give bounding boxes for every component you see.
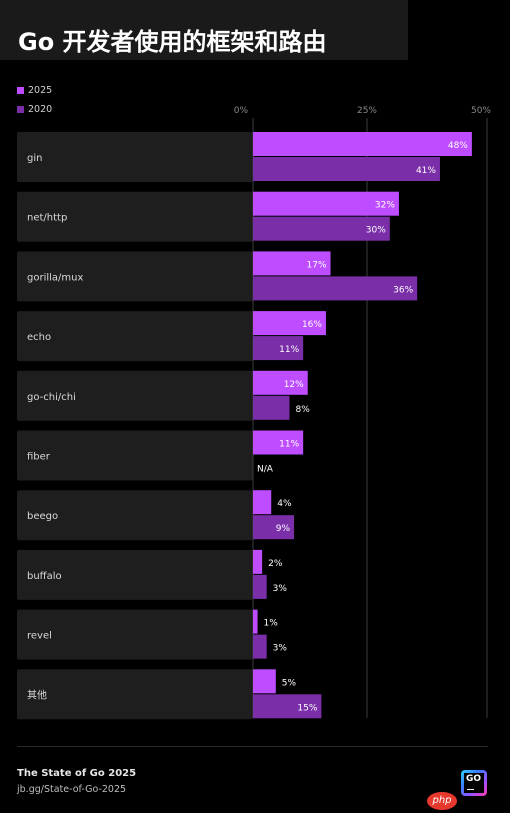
bar-2025: [253, 191, 399, 216]
bar-2025: [253, 311, 326, 336]
value-label-2020: N/A: [257, 465, 274, 475]
bar-2020: [253, 694, 322, 719]
category-label: beego: [27, 511, 58, 522]
category-row-bg: [17, 669, 253, 720]
php-watermark: php: [427, 792, 457, 810]
legend-item-2025: 2025: [17, 85, 52, 96]
bar-2020: [253, 157, 440, 181]
go-logo-inner: GO: [464, 773, 484, 793]
value-label-2020: 8%: [295, 405, 310, 415]
category-row-bg: [17, 191, 253, 242]
value-label-2025: 12%: [284, 380, 304, 390]
value-label-2020: 36%: [393, 285, 413, 295]
value-label-2025: 48%: [448, 141, 468, 151]
category-row-bg: [17, 311, 253, 362]
bar-2020: [253, 574, 267, 599]
category-row-bg: [17, 370, 253, 421]
x-tick-label: 0%: [234, 106, 249, 116]
bar-2020: [253, 336, 304, 361]
go-logo-underline: [467, 788, 474, 790]
value-label-2020: 3%: [273, 584, 288, 594]
bar-2025: [253, 609, 258, 634]
source-title: The State of Go 2025: [17, 768, 137, 779]
category-label: 其他: [27, 688, 47, 701]
legend-label-2020: 2020: [28, 104, 53, 115]
legend-label-2025: 2025: [28, 85, 53, 96]
category-label: gin: [27, 153, 42, 164]
category-row-bg: [17, 609, 253, 660]
go-logo-icon: GO: [461, 770, 487, 796]
chart-title: Go 开发者使用的框架和路由: [18, 28, 327, 56]
category-label: revel: [27, 631, 52, 642]
x-tick-label: 50%: [471, 106, 491, 116]
bar-2025: [253, 132, 472, 156]
category-row-bg: [17, 549, 253, 600]
bar-2025: [253, 490, 272, 515]
footer-divider: [17, 746, 488, 747]
value-label-2025: 5%: [282, 678, 297, 688]
bar-2025: [253, 549, 263, 574]
value-label-2020: 30%: [366, 226, 386, 236]
category-label: go-chi/chi: [27, 392, 76, 403]
value-label-2025: 17%: [307, 260, 327, 270]
category-row-bg: [17, 251, 253, 302]
category-label: net/http: [27, 213, 67, 224]
category-row-bg: [17, 132, 253, 182]
category-label: gorilla/mux: [27, 272, 83, 283]
bar-2025: [253, 251, 331, 276]
category-label: echo: [27, 332, 51, 343]
legend-swatch-2025: [17, 87, 24, 94]
bar-2025: [253, 430, 304, 455]
legend-swatch-2020: [17, 106, 24, 113]
bar-2025: [253, 669, 276, 694]
value-label-2020: 15%: [297, 703, 317, 713]
category-label: buffalo: [27, 571, 62, 582]
value-label-2025: 2%: [268, 559, 283, 569]
value-label-2020: 3%: [273, 644, 288, 654]
category-row-bg: [17, 490, 253, 541]
value-label-2025: 4%: [277, 499, 292, 509]
value-label-2025: 16%: [302, 320, 322, 330]
bar-2025: [253, 370, 308, 395]
value-label-2025: 11%: [279, 440, 299, 450]
bar-2020: [253, 216, 390, 241]
value-label-2020: 11%: [279, 345, 299, 355]
go-logo-text: GO: [466, 774, 482, 784]
bar-2020: [253, 395, 290, 420]
bar-2020: [253, 276, 418, 301]
title-box: Go 开发者使用的框架和路由: [0, 0, 408, 60]
bar-2020: [253, 515, 295, 540]
x-tick-label: 25%: [357, 106, 377, 116]
value-label-2020: 9%: [276, 524, 291, 534]
source-link[interactable]: jb.gg/State-of-Go-2025: [17, 784, 127, 795]
value-label-2025: 1%: [264, 619, 279, 629]
legend-item-2020: 2020: [17, 104, 52, 115]
category-label: fiber: [27, 452, 51, 463]
value-label-2025: 32%: [375, 201, 395, 211]
value-label-2020: 41%: [416, 166, 436, 176]
category-row-bg: [17, 430, 253, 481]
bar-2020: [253, 634, 267, 659]
